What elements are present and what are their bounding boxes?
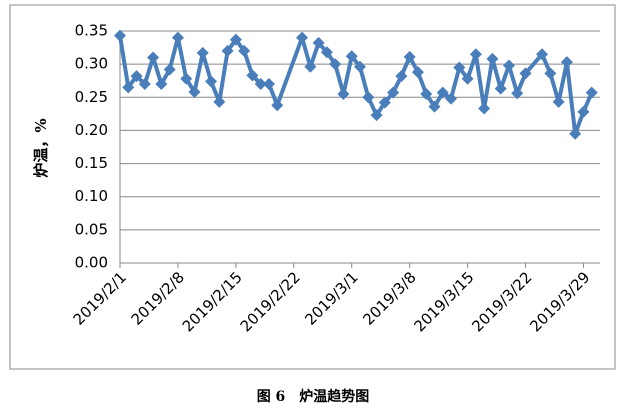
point-marker <box>114 29 126 42</box>
point-marker <box>502 59 515 72</box>
point-marker <box>577 105 590 118</box>
point-marker <box>519 67 532 80</box>
x-tick-label: 2019/2/15 <box>179 268 246 335</box>
point-marker <box>411 66 424 79</box>
y-tick-label: 0.30 <box>75 55 108 73</box>
point-marker <box>378 96 391 109</box>
point-marker <box>461 72 474 85</box>
x-tick-label: 2019/3/1 <box>301 268 361 328</box>
point-marker <box>238 44 251 57</box>
point-marker <box>320 46 333 59</box>
point-marker <box>213 95 226 108</box>
point-marker <box>130 70 143 83</box>
y-tick-label: 0.10 <box>75 187 108 205</box>
point-marker <box>345 50 358 63</box>
y-tick-label: 0.00 <box>75 254 108 272</box>
point-marker <box>221 44 234 57</box>
point-marker <box>436 86 449 99</box>
point-marker <box>362 91 375 104</box>
point-marker <box>395 70 408 83</box>
y-tick-label: 0.20 <box>75 121 108 139</box>
x-tick-label: 2019/3/15 <box>410 268 477 335</box>
y-tick-label: 0.05 <box>75 220 108 238</box>
point-marker <box>569 127 582 140</box>
x-tick-label: 2019/3/29 <box>526 268 593 335</box>
point-marker <box>560 56 573 69</box>
point-marker <box>155 78 168 91</box>
caption: 图 6 炉温趋势图 <box>257 388 370 405</box>
point-marker <box>337 87 350 100</box>
point-marker <box>511 87 524 100</box>
point-marker <box>486 52 499 65</box>
point-marker <box>246 69 259 82</box>
y-tick-label: 0.35 <box>75 22 108 40</box>
point-marker <box>445 92 458 105</box>
series-line <box>118 35 594 136</box>
point-marker <box>180 72 193 85</box>
chart-frame <box>9 4 616 370</box>
point-marker <box>552 95 565 108</box>
y-tick-label: 0.15 <box>75 154 108 172</box>
point-marker <box>428 100 441 113</box>
point-marker <box>205 75 218 88</box>
point-marker <box>254 78 267 91</box>
point-marker <box>403 50 416 63</box>
point-marker <box>585 86 598 99</box>
point-marker <box>329 58 342 71</box>
point-marker <box>122 81 135 94</box>
point-marker <box>453 61 466 74</box>
point-marker <box>171 31 184 44</box>
y-axis-label: 炉温，% <box>32 118 50 177</box>
point-marker <box>163 63 176 76</box>
point-marker <box>196 46 209 59</box>
point-marker <box>262 78 275 91</box>
point-marker <box>387 86 400 99</box>
y-tick-label: 0.25 <box>75 88 108 106</box>
point-marker <box>271 99 284 112</box>
point-marker <box>544 67 557 80</box>
point-marker <box>147 51 160 64</box>
point-marker <box>494 82 507 95</box>
x-tick-label: 2019/2/1 <box>70 268 130 328</box>
point-marker <box>370 109 383 122</box>
point-marker <box>312 36 325 49</box>
point-marker <box>304 60 317 73</box>
point-marker <box>478 102 491 115</box>
point-marker <box>469 48 482 61</box>
x-tick-label: 2019/2/22 <box>237 268 304 335</box>
point-marker <box>536 48 549 61</box>
point-marker <box>354 60 366 73</box>
point-marker <box>229 33 242 46</box>
x-tick-label: 2019/3/8 <box>359 268 419 328</box>
point-marker <box>138 78 151 91</box>
point-marker <box>296 31 309 44</box>
x-tick-label: 2019/2/8 <box>128 268 188 328</box>
x-tick-label: 2019/3/22 <box>468 268 535 335</box>
point-marker <box>188 85 201 98</box>
point-marker <box>420 87 433 100</box>
